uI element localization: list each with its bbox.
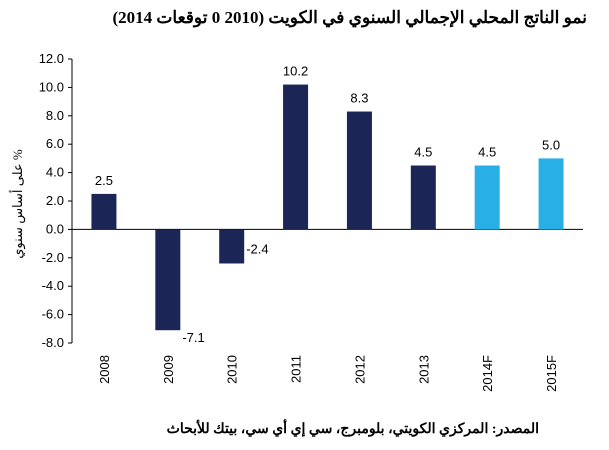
x-tick-label-2013: 2013	[416, 355, 431, 384]
bar-2011	[283, 84, 309, 230]
y-tick-label: 8.0	[46, 108, 64, 123]
bar-2010	[219, 229, 245, 264]
data-label-2012: 8.3	[350, 91, 368, 106]
data-label-2008: 2.5	[95, 173, 113, 188]
y-tick-label: 10.0	[39, 79, 64, 94]
x-tick-label-2014F: 2014F	[480, 355, 495, 392]
y-tick-label: -6.0	[42, 307, 64, 322]
bar-2015F	[538, 158, 564, 230]
data-label-2011: 10.2	[283, 64, 308, 79]
chart-title: نمو الناتج المحلي الإجمالي السنوي في الك…	[112, 8, 588, 27]
x-tick-label-2011: 2011	[289, 355, 304, 383]
bar-2014F	[474, 165, 500, 230]
x-tick-label-2010: 2010	[225, 355, 240, 384]
bar-2013	[410, 165, 436, 230]
y-tick-label: 4.0	[46, 165, 64, 180]
data-label-2010: -2.4	[246, 241, 268, 256]
y-tick-label: -4.0	[42, 278, 64, 293]
y-tick-label: -8.0	[42, 335, 64, 350]
y-tick-label: -2.0	[42, 250, 64, 265]
data-label-2015F: 5.0	[542, 137, 560, 152]
bar-2012	[346, 111, 372, 230]
source-note: المصدر: المركزي الكويتي، بلومبرج، سي إي …	[166, 422, 539, 437]
bar-2008	[91, 193, 117, 230]
y-tick-label: 6.0	[46, 136, 64, 151]
bar-2009	[155, 229, 181, 331]
x-tick-label-2008: 2008	[97, 355, 112, 384]
data-label-2014F: 4.5	[478, 145, 496, 160]
x-tick-label-2009: 2009	[161, 355, 176, 384]
y-tick-label: 2.0	[46, 193, 64, 208]
x-tick-label-2012: 2012	[352, 355, 367, 384]
data-label-2013: 4.5	[414, 145, 432, 160]
y-axis-label: % على أساس سنوي	[9, 149, 26, 259]
y-tick-label: 12.0	[39, 51, 64, 66]
y-tick-label: 0.0	[46, 221, 64, 236]
data-label-2009: -7.1	[182, 330, 204, 345]
x-tick-label-2015F: 2015F	[544, 355, 559, 392]
